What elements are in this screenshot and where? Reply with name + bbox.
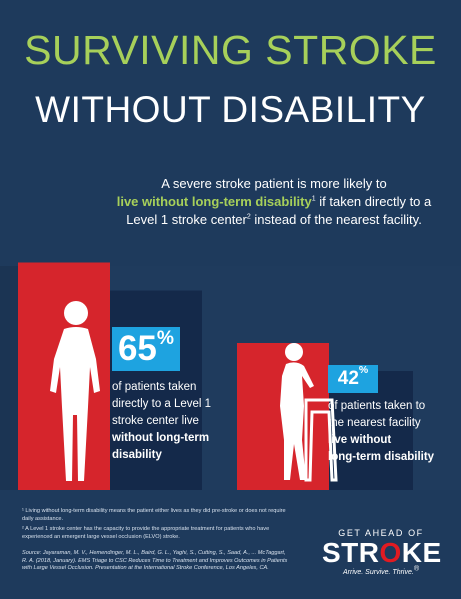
intro-highlight: live without long-term disability <box>116 194 312 209</box>
stat-65-badge: 65% <box>112 327 180 371</box>
brand-line-1: GET AHEAD OF <box>338 528 424 538</box>
footer <box>0 490 461 599</box>
footnote-2: ² A Level 1 stroke center has the capaci… <box>22 526 270 540</box>
stat-42-text-bold-2: long-term disability <box>328 451 435 463</box>
stat-42-text-bold-1: live without <box>328 434 392 446</box>
brand-trademark: ® <box>413 565 419 573</box>
brand-tagline: Arrive. Survive. Thrive.® <box>322 565 440 576</box>
intro-line-2-rest: if taken directly to a <box>315 194 432 209</box>
person-with-walker-icon <box>280 343 338 482</box>
stat-42-value: 42 <box>337 368 359 389</box>
intro-line-3-pre: Level 1 stroke center <box>126 212 247 227</box>
brand-wordmark-post: KE <box>401 537 442 568</box>
stat-65-value: 65 <box>117 329 157 368</box>
stat-65-description: of patients taken directly to a Level 1 … <box>112 379 222 464</box>
title-line-1: SURVIVING STROKE <box>24 27 437 73</box>
stat-65-text-bold-1: without long-term <box>112 432 210 444</box>
title-line-2: WITHOUT DISABILITY <box>35 89 426 130</box>
stat-65-text-2: directly to a Level 1 <box>112 398 212 410</box>
footnote-ref-2: 2 <box>246 213 251 221</box>
stat-65-text-1: of patients taken <box>112 381 197 393</box>
stat-65-percent: % <box>156 328 175 349</box>
intro-line-1: A severe stroke patient is more likely t… <box>161 176 387 191</box>
stat-42-badge: 42% <box>328 365 378 393</box>
stat-42-description: of patients taken to the nearest facilit… <box>328 398 448 466</box>
stat-65-text-3: stroke center live <box>112 415 199 427</box>
intro-text: A severe stroke patient is more likely t… <box>104 175 444 229</box>
footnote-ref-1: 1 <box>311 195 316 203</box>
stat-42-text-1: of patients taken to <box>328 400 426 412</box>
footnote-1: ¹ Living without long-term disability me… <box>22 508 286 522</box>
source-citation: Source: Jayaraman, M. V., Hemendinger, M… <box>22 550 288 571</box>
bar-level1-center-shadow <box>110 290 202 490</box>
stat-65-text-bold-2: disability <box>112 449 162 461</box>
brand-wordmark: STROKE <box>322 537 442 568</box>
brand-wordmark-pre: STR <box>322 537 380 568</box>
stat-42-percent: % <box>358 365 369 376</box>
intro-line-3-post: instead of the nearest facility. <box>250 212 422 227</box>
stat-42-text-2: the nearest facility <box>328 417 421 429</box>
brand-tagline-text: Arrive. Survive. Thrive. <box>343 569 414 576</box>
brand-logo: GET AHEAD OF STROKE Arrive. Survive. Thr… <box>322 528 442 576</box>
brand-wordmark-o: O <box>379 537 402 568</box>
standing-person-icon <box>50 301 100 481</box>
